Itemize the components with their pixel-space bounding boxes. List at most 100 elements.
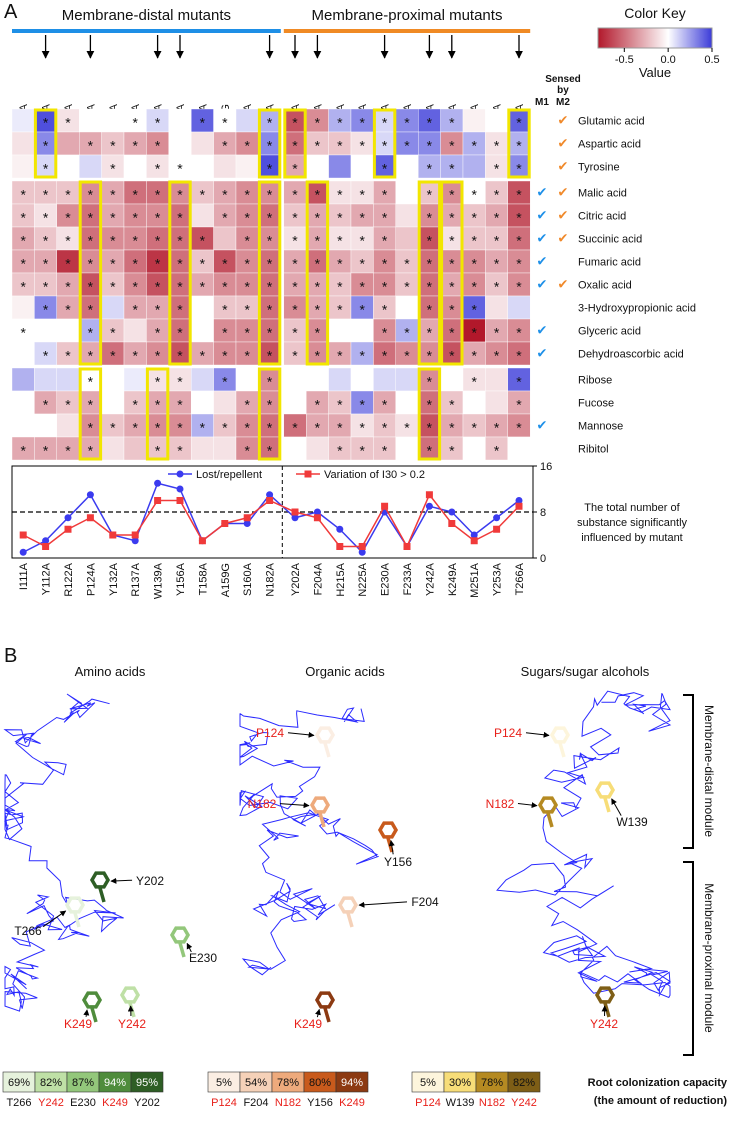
- residue-arrow: [358, 901, 408, 908]
- residue-stem: [346, 912, 354, 928]
- residue-ring: [377, 821, 399, 839]
- sig-marker: *: [132, 187, 138, 203]
- sig-marker: *: [516, 420, 522, 436]
- heat-cell: [283, 390, 307, 415]
- heat-cell: [123, 367, 147, 392]
- x-tick-label: Y156A: [175, 562, 187, 596]
- highlight-box: [417, 180, 442, 366]
- row-label: Glyceric acid: [578, 326, 641, 338]
- x-tick-label: P124A: [85, 562, 97, 596]
- sig-marker: *: [88, 325, 94, 341]
- legend-value: 54%: [245, 1077, 267, 1089]
- x-tick-label: T158A: [197, 562, 209, 595]
- residue-arrow: [517, 802, 538, 809]
- sensed-col: M1: [535, 97, 549, 108]
- row-label: Glutamic acid: [578, 116, 645, 128]
- point: [448, 520, 456, 527]
- sig-marker: *: [359, 348, 365, 364]
- sig-marker: *: [449, 138, 455, 154]
- legend-value: 30%: [449, 1077, 471, 1089]
- sig-marker: *: [155, 302, 161, 318]
- y-tick-label: 16: [540, 461, 552, 473]
- sig-marker: *: [449, 279, 455, 295]
- point: [470, 531, 478, 539]
- sig-marker: *: [177, 443, 183, 459]
- sig-marker: *: [337, 302, 343, 318]
- sig-marker: *: [244, 348, 250, 364]
- legend-value: 82%: [513, 1077, 535, 1089]
- sig-marker: *: [427, 138, 433, 154]
- sig-marker: *: [177, 302, 183, 318]
- sig-marker: *: [267, 325, 273, 341]
- sig-marker: *: [65, 187, 71, 203]
- point: [358, 543, 366, 550]
- heat-cell: [328, 367, 352, 392]
- residue-arrow: [83, 1009, 90, 1017]
- residue-label: P124: [494, 726, 522, 740]
- heat-cell: [11, 390, 35, 415]
- residue-stem: [546, 812, 554, 828]
- sig-marker: *: [43, 256, 49, 272]
- sig-marker: *: [404, 138, 410, 154]
- highlight-box: [507, 108, 531, 179]
- heat-cell: [507, 341, 531, 366]
- sig-marker: *: [315, 420, 321, 436]
- sig-marker: *: [267, 348, 273, 364]
- sig-marker: *: [382, 397, 388, 413]
- sig-marker: *: [292, 115, 298, 131]
- x-tick-label: T266A: [514, 562, 526, 595]
- residue-label: Y242: [118, 1017, 146, 1031]
- heat-cell: [462, 436, 486, 461]
- module-bracket: [683, 694, 694, 1056]
- row-label: Oxalic acid: [578, 280, 632, 292]
- sig-marker: *: [494, 279, 500, 295]
- sig-marker: *: [177, 187, 183, 203]
- sig-marker: *: [222, 302, 228, 318]
- sig-marker: *: [449, 420, 455, 436]
- heat-cell: [306, 436, 329, 461]
- legend-value: 69%: [8, 1077, 30, 1089]
- sig-marker: *: [222, 325, 228, 341]
- sig-marker: *: [494, 348, 500, 364]
- sig-marker: *: [65, 256, 71, 272]
- row-label: Fumaric acid: [578, 257, 641, 269]
- heat-cell: [395, 154, 419, 179]
- sig-marker: *: [88, 233, 94, 249]
- heat-cell: [350, 367, 374, 392]
- heat-cell: [213, 436, 237, 461]
- heat-cell: [11, 295, 35, 320]
- residue-arrow: [525, 731, 550, 738]
- annotation: substance significantly: [577, 517, 688, 529]
- residue-label: P124: [256, 726, 284, 740]
- point: [243, 514, 251, 522]
- legend-value: 87%: [72, 1077, 94, 1089]
- sig-marker: *: [177, 325, 183, 341]
- sig-marker: *: [43, 233, 49, 249]
- highlight-box: [145, 367, 170, 461]
- sig-marker: *: [88, 397, 94, 413]
- point: [403, 543, 411, 550]
- sig-marker: *: [177, 397, 183, 413]
- sig-marker: *: [110, 161, 116, 177]
- legend-marker: [176, 470, 184, 478]
- y-tick-label: 0: [540, 553, 546, 565]
- sig-marker: *: [155, 210, 161, 226]
- sig-marker: *: [88, 210, 94, 226]
- panel-title: Sugars/sugar alcohols: [521, 664, 650, 679]
- heat-cell: [11, 367, 35, 392]
- sig-marker: *: [337, 233, 343, 249]
- heat-cell: [350, 318, 374, 343]
- sig-marker: *: [359, 187, 365, 203]
- sig-marker: *: [471, 374, 477, 390]
- highlight-box: [283, 108, 307, 179]
- sig-marker: *: [516, 279, 522, 295]
- heat-cell: [213, 226, 237, 251]
- legend-name: T266: [6, 1097, 31, 1109]
- point: [336, 543, 344, 550]
- point: [425, 502, 433, 510]
- heat-cell: [168, 131, 192, 156]
- sig-marker: *: [337, 348, 343, 364]
- x-tick-label: A159G: [220, 563, 232, 597]
- sig-marker: *: [88, 374, 94, 390]
